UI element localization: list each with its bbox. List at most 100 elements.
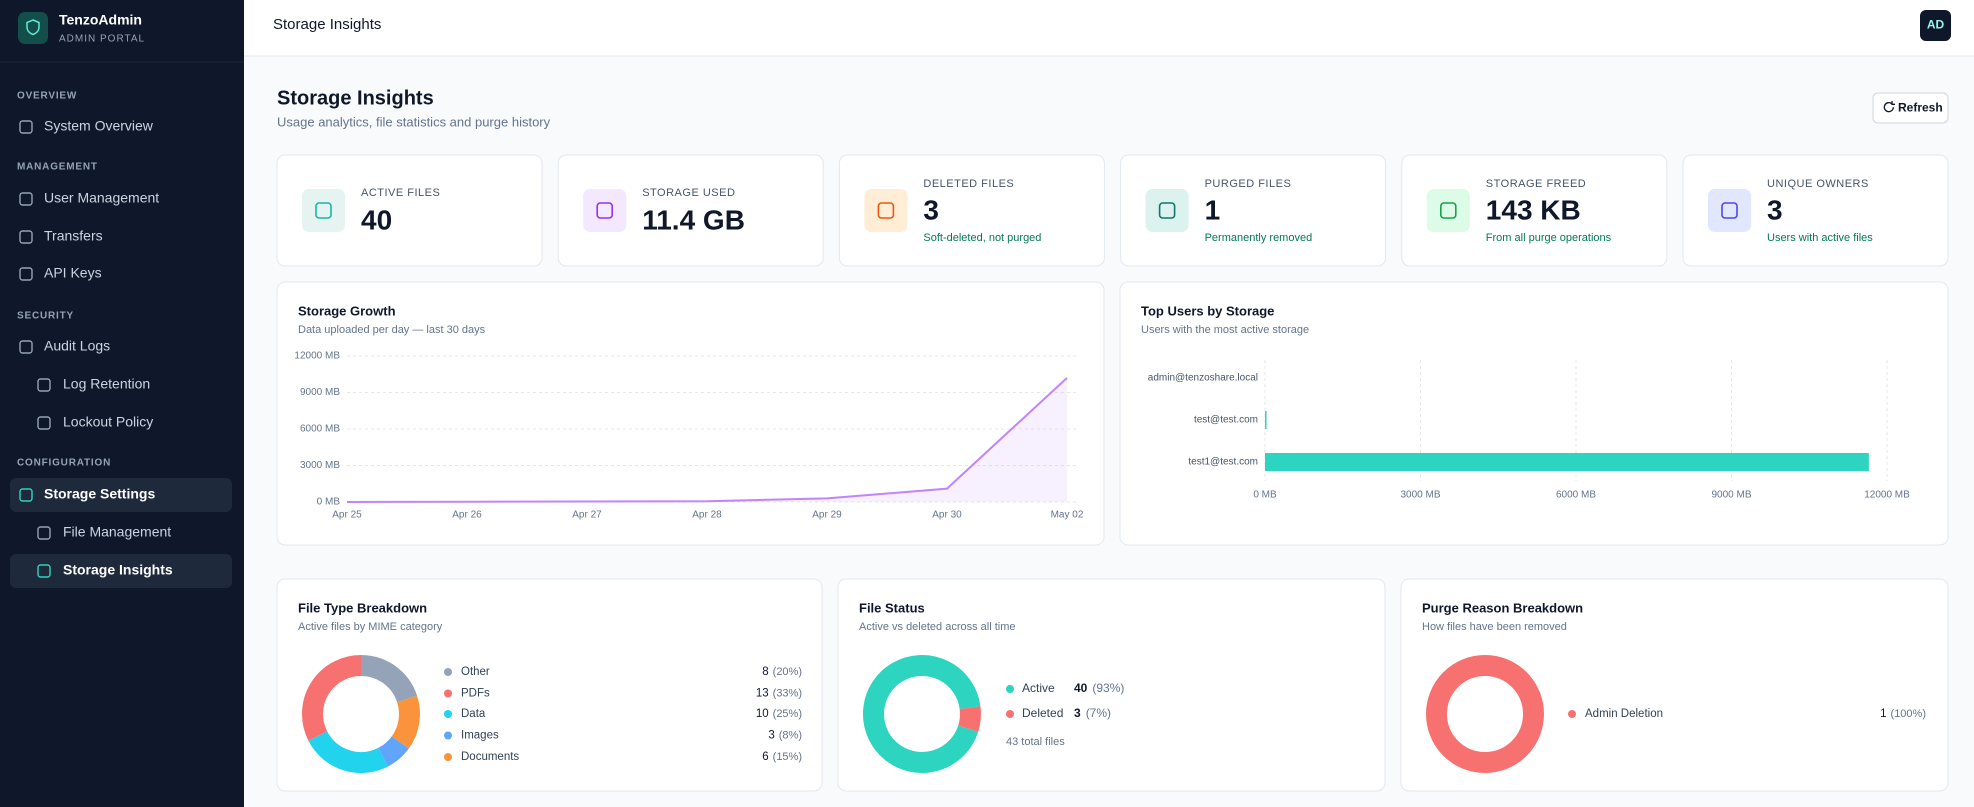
donut-segment [308, 730, 388, 773]
nav-item[interactable]: Audit Logs [44, 338, 110, 354]
y-tick-label: 12000 MB [294, 351, 340, 362]
x-tick-label: Apr 28 [692, 510, 722, 521]
nav-item[interactable]: API Keys [44, 265, 102, 281]
x-tick-label: 9000 MB [1711, 490, 1751, 501]
stat-icon [1721, 202, 1738, 219]
donut-segment [377, 735, 409, 767]
nav-item[interactable]: User Management [44, 190, 159, 206]
card [838, 154, 1105, 267]
legend-value: 40 [1074, 681, 1088, 695]
nav-icon [19, 192, 33, 206]
brand-name: TenzoAdmin [59, 12, 142, 28]
area [347, 377, 1067, 502]
nav-icon [19, 120, 33, 134]
legend-dot [1006, 710, 1014, 718]
nav-icon [19, 267, 33, 281]
stat-value: 3 [923, 194, 939, 225]
legend-value: 8 [762, 666, 768, 678]
legend-percent: (8%) [779, 729, 802, 741]
nav-icon [19, 230, 33, 244]
avatar [1920, 10, 1951, 41]
legend-percent: (93%) [1092, 681, 1124, 695]
stat-icon [1158, 202, 1176, 219]
nav-icon [37, 526, 51, 540]
refresh-button[interactable] [1872, 92, 1949, 124]
chart-title: File Type Breakdown [298, 600, 427, 615]
legend-value: 6 [762, 751, 768, 763]
nav-item[interactable]: System Overview [44, 118, 154, 134]
x-tick-label: May 02 [1051, 510, 1084, 521]
stat-icon [1440, 202, 1457, 219]
nav-icon [37, 416, 51, 430]
legend-percent: (7%) [1086, 706, 1111, 720]
stat-value: 11.4 GB [642, 204, 745, 235]
card [1682, 154, 1949, 267]
stat-icon-bg [864, 189, 908, 232]
stat-icon-bg [302, 189, 345, 232]
card [557, 154, 824, 267]
stat-value: 143 KB [1486, 194, 1581, 225]
donut-segment [360, 655, 418, 703]
stat-note: Users with active files [1767, 232, 1873, 244]
legend-label: Other [461, 666, 490, 678]
stat-icon [877, 202, 895, 219]
nav-item[interactable]: Storage Settings [44, 486, 155, 502]
header-title: Storage Insights [273, 16, 381, 33]
nav-section-title: CONFIGURATION [17, 458, 111, 469]
nav-active-bg [10, 554, 232, 588]
line [346, 377, 1068, 503]
chart-subtitle: Data uploaded per day — last 30 days [298, 324, 486, 336]
donut-segment [302, 655, 362, 741]
nav-item[interactable]: File Management [63, 524, 171, 540]
legend-dot [444, 731, 452, 740]
legend-dot [1568, 710, 1576, 718]
stat-label: UNIQUE OWNERS [1767, 178, 1869, 190]
donut-segment [391, 695, 420, 749]
chart-subtitle: Active vs deleted across all time [859, 621, 1016, 633]
card [1120, 154, 1387, 267]
legend-percent: (100%) [1891, 708, 1926, 720]
nav-item[interactable]: Storage Insights [63, 562, 173, 578]
brand-shield [26, 19, 40, 36]
stat-icon-bg [1708, 189, 1751, 232]
chart-title: File Status [859, 600, 925, 615]
nav-section-title: MANAGEMENT [17, 162, 98, 173]
chart-title: Storage Growth [298, 303, 396, 318]
chart-subtitle: How files have been removed [1422, 621, 1567, 633]
stat-label: STORAGE FREED [1486, 178, 1586, 190]
donut-segment [863, 655, 981, 773]
y-tick-label: 0 MB [317, 497, 341, 508]
x-tick-label: Apr 29 [812, 510, 842, 521]
legend-value: 3 [1074, 706, 1081, 720]
nav-section-title: OVERVIEW [17, 91, 77, 102]
y-tick-label: test@test.com [1194, 415, 1258, 426]
legend-value: 13 [756, 688, 769, 700]
nav-item[interactable]: Transfers [44, 228, 103, 244]
card [276, 154, 543, 267]
y-tick-label: 6000 MB [300, 424, 340, 435]
x-tick-label: 6000 MB [1556, 490, 1596, 501]
bar [1265, 411, 1267, 429]
refresh-label[interactable]: Refresh [1898, 101, 1943, 115]
stat-icon [315, 202, 332, 219]
brand-subtitle: ADMIN PORTAL [59, 34, 145, 45]
legend-label: PDFs [461, 688, 490, 700]
page-title: Storage Insights [277, 87, 434, 109]
stat-icon-bg [583, 189, 627, 232]
stat-note: Permanently removed [1205, 232, 1313, 244]
stat-note: Soft-deleted, not purged [923, 232, 1041, 244]
legend-dot [444, 710, 452, 718]
legend-value: 1 [1880, 708, 1886, 720]
nav-item[interactable]: Lockout Policy [63, 414, 153, 430]
nav-item[interactable]: Log Retention [63, 376, 150, 392]
chart-subtitle: Active files by MIME category [298, 621, 443, 633]
legend-percent: (33%) [773, 687, 802, 699]
chart-title: Top Users by Storage [1141, 303, 1274, 318]
x-tick-label: Apr 27 [572, 510, 602, 521]
stat-value: 1 [1205, 194, 1221, 225]
legend-label: Documents [461, 751, 519, 763]
x-tick-label: 12000 MB [1864, 490, 1910, 501]
chart-subtitle: Users with the most active storage [1141, 324, 1309, 336]
legend-label: Data [461, 708, 486, 720]
